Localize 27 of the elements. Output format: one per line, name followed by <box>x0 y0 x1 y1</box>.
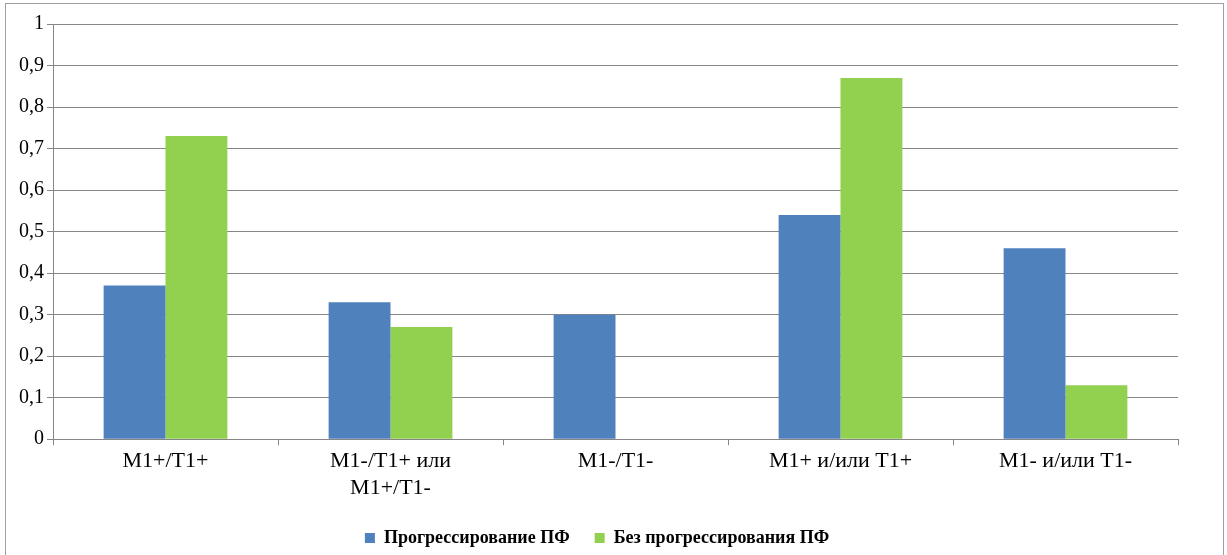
bar <box>840 77 903 439</box>
x-tick-label: M1+ и/или T1+ <box>768 447 913 473</box>
bar <box>328 302 391 439</box>
bar <box>103 285 166 439</box>
x-tick-label: M1- и/или T1- <box>998 447 1133 473</box>
y-tick-label: 0,2 <box>19 343 44 366</box>
bar <box>165 136 228 439</box>
y-tick-label: 0,1 <box>19 384 44 407</box>
bar <box>553 314 616 439</box>
x-tick-label: M1-/T1- <box>577 447 654 473</box>
x-tick-label: M1-/T1+ или M1+/T1- <box>330 447 452 499</box>
y-tick-label: 0,9 <box>19 52 44 75</box>
legend-label: Без прогрессирования ПФ <box>613 526 830 547</box>
y-tick-label: 0,6 <box>19 177 44 200</box>
y-tick-label: 0,8 <box>19 94 44 117</box>
y-tick-label: 1 <box>34 11 44 34</box>
x-tick-label: M1+/T1+ <box>122 447 209 473</box>
y-tick-label: 0,4 <box>19 260 44 283</box>
y-tick-label: 0,3 <box>19 301 44 324</box>
legend-label: Прогрессирование ПФ <box>383 526 570 547</box>
y-tick-label: 0,7 <box>19 135 44 158</box>
y-tick-label: 0 <box>34 426 44 449</box>
bar <box>1065 385 1128 439</box>
y-tick-label: 0,5 <box>19 218 44 241</box>
bar <box>390 327 453 439</box>
bar <box>1003 248 1066 439</box>
bar <box>778 214 841 439</box>
